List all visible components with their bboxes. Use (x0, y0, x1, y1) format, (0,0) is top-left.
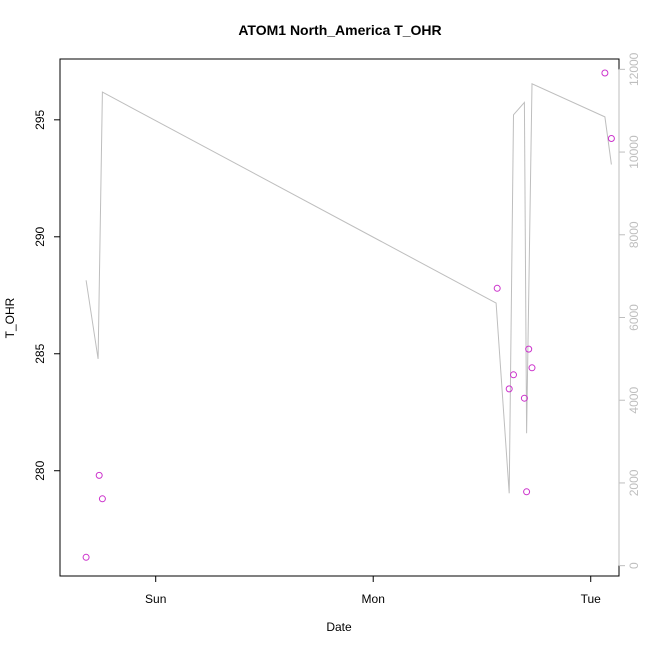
data-point (510, 371, 517, 379)
data-point (493, 284, 501, 292)
data-point (528, 364, 536, 372)
x-tick-label: Tue (581, 592, 602, 606)
x-tick-label: Mon (362, 592, 385, 606)
data-point (98, 495, 106, 503)
data-point (523, 488, 531, 496)
data-point (82, 553, 90, 561)
y-axis-right: 0 2000 4000 6000 8000 10000 12000 (618, 52, 641, 569)
x-axis: Sun Mon Tue (145, 576, 601, 606)
data-point (95, 471, 103, 479)
y2-tick-label: 0 (627, 562, 641, 569)
y-tick-label: 295 (33, 109, 47, 129)
y2-tick-label: 8000 (627, 221, 641, 248)
y2-tick-label: 6000 (627, 304, 641, 331)
x-axis-label: Date (326, 620, 352, 634)
scatter-points-layer (82, 69, 615, 561)
y-axis-left: 280 285 290 295 (33, 109, 60, 481)
y2-tick-label: 10000 (627, 135, 641, 169)
data-point (520, 394, 528, 402)
y2-tick-label: 12000 (627, 52, 641, 86)
y-tick-label: 280 (33, 460, 47, 480)
data-point (601, 69, 609, 77)
series-line (85, 83, 612, 494)
x-tick-label: Sun (145, 592, 166, 606)
y-tick-label: 285 (33, 343, 47, 363)
y-axis-label: T_OHR (3, 297, 17, 338)
y2-tick-label: 4000 (627, 387, 641, 414)
y2-tick-label: 2000 (627, 469, 641, 496)
data-point (607, 135, 615, 142)
data-point (525, 345, 533, 353)
data-point (505, 385, 513, 393)
line-series-layer (85, 83, 612, 494)
y-tick-label: 290 (33, 226, 47, 246)
plot-frame (59, 58, 620, 577)
chart-title: ATOM1 North_America T_OHR (238, 22, 441, 38)
